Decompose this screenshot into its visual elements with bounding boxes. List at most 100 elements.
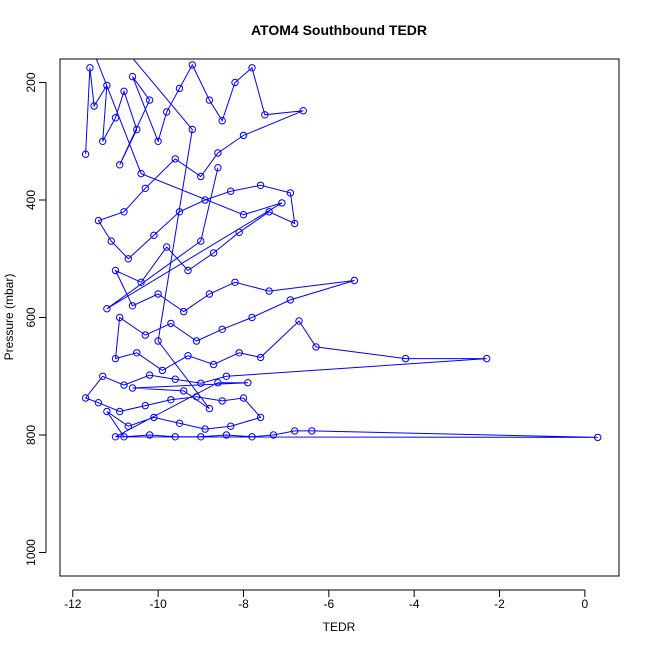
data-point bbox=[158, 366, 167, 375]
data-point bbox=[120, 208, 128, 216]
data-point bbox=[116, 407, 124, 416]
y-tick-label: 400 bbox=[24, 190, 38, 210]
data-point bbox=[90, 102, 98, 110]
data-point bbox=[205, 96, 214, 104]
data-point bbox=[133, 349, 141, 357]
data-point bbox=[291, 427, 299, 435]
data-point bbox=[209, 249, 218, 257]
data-point bbox=[141, 184, 150, 193]
data-point bbox=[175, 208, 184, 216]
data-point bbox=[248, 433, 256, 441]
data-point bbox=[120, 381, 128, 389]
data-point bbox=[99, 372, 107, 380]
data-point bbox=[239, 394, 248, 402]
x-axis-label: TEDR bbox=[323, 620, 356, 634]
data-point bbox=[124, 422, 133, 430]
data-point bbox=[197, 433, 205, 441]
data-point bbox=[291, 219, 299, 228]
data-point bbox=[312, 343, 320, 351]
data-point bbox=[350, 276, 359, 285]
data-point bbox=[401, 354, 410, 363]
data-point bbox=[248, 313, 256, 322]
data-point bbox=[231, 278, 239, 286]
data-point bbox=[218, 397, 226, 405]
data-point bbox=[103, 305, 111, 313]
data-point bbox=[180, 387, 188, 395]
data-point bbox=[239, 211, 248, 219]
data-point bbox=[99, 137, 107, 146]
data-point bbox=[197, 172, 205, 181]
data-point bbox=[141, 331, 150, 339]
data-point bbox=[171, 375, 179, 383]
data-point bbox=[184, 352, 192, 360]
data-point bbox=[167, 396, 175, 404]
data-point bbox=[163, 243, 171, 251]
data-point bbox=[111, 433, 120, 441]
x-tick-label: 0 bbox=[582, 597, 589, 611]
data-point bbox=[120, 87, 128, 96]
data-point bbox=[222, 431, 231, 439]
data-point bbox=[175, 419, 184, 427]
data-point bbox=[81, 394, 90, 402]
data-point bbox=[594, 433, 602, 442]
data-point bbox=[214, 379, 222, 387]
data-point bbox=[111, 114, 120, 122]
data-point bbox=[228, 50, 234, 56]
data-point bbox=[218, 325, 226, 333]
data-point bbox=[188, 125, 197, 134]
data-point bbox=[154, 337, 162, 345]
data-point bbox=[192, 393, 201, 401]
data-point bbox=[274, 50, 280, 56]
data-point bbox=[188, 61, 197, 69]
data-point bbox=[120, 433, 128, 441]
data-point bbox=[128, 302, 137, 310]
y-tick-label: 1000 bbox=[24, 539, 38, 566]
data-point bbox=[218, 117, 226, 125]
data-point bbox=[184, 266, 192, 275]
x-axis: -12 -10 -8 -6 -4 -2 0 bbox=[64, 589, 589, 611]
data-point bbox=[171, 155, 179, 163]
data-point bbox=[154, 290, 162, 298]
data-point bbox=[150, 413, 158, 422]
data-point bbox=[286, 189, 295, 197]
data-point bbox=[197, 379, 205, 387]
data-point bbox=[205, 290, 214, 298]
data-point bbox=[269, 431, 278, 439]
data-point bbox=[103, 407, 111, 416]
data-point bbox=[94, 399, 103, 407]
plot-area bbox=[81, 50, 602, 442]
data-point bbox=[197, 237, 205, 245]
data-point bbox=[295, 317, 303, 325]
data-point bbox=[116, 313, 124, 322]
data-point bbox=[231, 78, 239, 87]
data-point bbox=[278, 199, 286, 207]
data-point bbox=[286, 296, 295, 304]
data-point bbox=[214, 164, 222, 172]
data-point bbox=[111, 354, 120, 363]
data-point bbox=[235, 349, 243, 357]
data-point bbox=[164, 50, 170, 56]
data-point bbox=[265, 287, 273, 295]
data-point bbox=[308, 427, 316, 435]
data-point bbox=[244, 379, 252, 387]
data-point bbox=[116, 161, 124, 169]
data-point bbox=[103, 81, 111, 90]
data-point bbox=[137, 169, 145, 178]
x-tick-label: -6 bbox=[323, 597, 334, 611]
data-point bbox=[94, 216, 103, 225]
x-tick-label: -8 bbox=[238, 597, 249, 611]
data-point bbox=[227, 187, 235, 195]
y-tick-label: 600 bbox=[24, 307, 38, 327]
x-tick-label: -4 bbox=[409, 597, 420, 611]
data-point bbox=[133, 125, 141, 134]
x-tick-label: -10 bbox=[149, 597, 167, 611]
data-point bbox=[91, 50, 97, 56]
data-point bbox=[145, 96, 154, 104]
data-point bbox=[209, 360, 218, 369]
data-point bbox=[227, 422, 235, 430]
data-point bbox=[214, 149, 222, 157]
data-point bbox=[145, 431, 154, 439]
data-point bbox=[192, 337, 201, 345]
data-point bbox=[125, 50, 131, 56]
